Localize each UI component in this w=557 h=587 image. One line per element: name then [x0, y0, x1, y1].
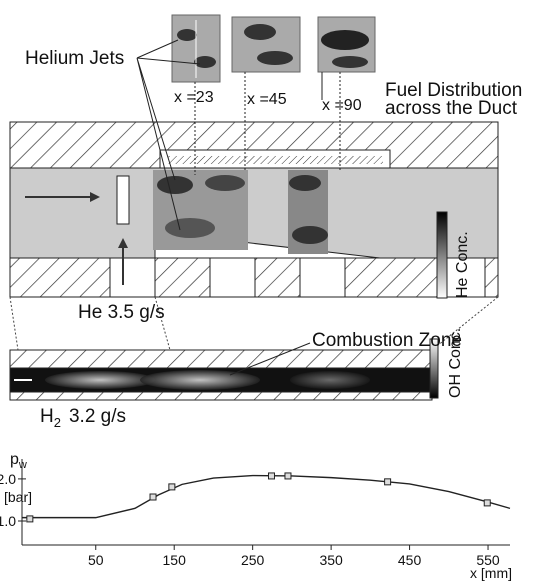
x-tick-label: 150	[163, 552, 187, 568]
h2-rate: 3.2 g/s	[69, 406, 126, 427]
lower-duct	[9, 296, 499, 401]
marker	[384, 478, 392, 486]
label: Helium Jets	[25, 48, 124, 69]
h2-label: H2 3.2 g/s	[40, 406, 126, 430]
x-tick-label: 350	[319, 552, 343, 568]
label: Fuel Distribution	[385, 80, 522, 101]
label: Combustion Zone	[312, 330, 462, 351]
upper-duct	[9, 121, 499, 298]
y-tick-label: 1.0	[0, 513, 16, 529]
y-label-main: p	[10, 451, 19, 468]
label: x =45	[247, 91, 287, 108]
marker	[168, 483, 176, 491]
chart: 50 150 250 350 450 550 1.0 2.0	[0, 459, 511, 568]
marker	[284, 472, 292, 480]
label: x =23	[174, 89, 214, 106]
label: x =90	[322, 97, 362, 114]
insets	[136, 14, 376, 231]
x-label: x [mm]	[470, 565, 512, 581]
label: across the Duct	[385, 98, 518, 119]
y-unit: [bar]	[4, 489, 32, 505]
label: OH Conc.	[447, 328, 464, 398]
y-tick-label: 2.0	[0, 471, 16, 487]
marker	[267, 472, 275, 480]
x-tick-label: 450	[398, 552, 422, 568]
label: He Conc.	[454, 231, 471, 298]
h2-sub: 2	[54, 415, 61, 430]
marker	[149, 493, 157, 501]
x-tick-label: 250	[241, 552, 265, 568]
y-label: pw	[10, 451, 27, 471]
x-tick-label: 550	[476, 552, 500, 568]
he-color-bar	[436, 211, 448, 299]
marker	[483, 499, 491, 507]
label: He 3.5 g/s	[78, 302, 165, 323]
curve	[22, 474, 511, 519]
h2-main: H	[40, 406, 54, 427]
x-tick-label: 50	[88, 552, 104, 568]
oh-color-bar	[429, 338, 439, 399]
marker	[26, 515, 34, 523]
